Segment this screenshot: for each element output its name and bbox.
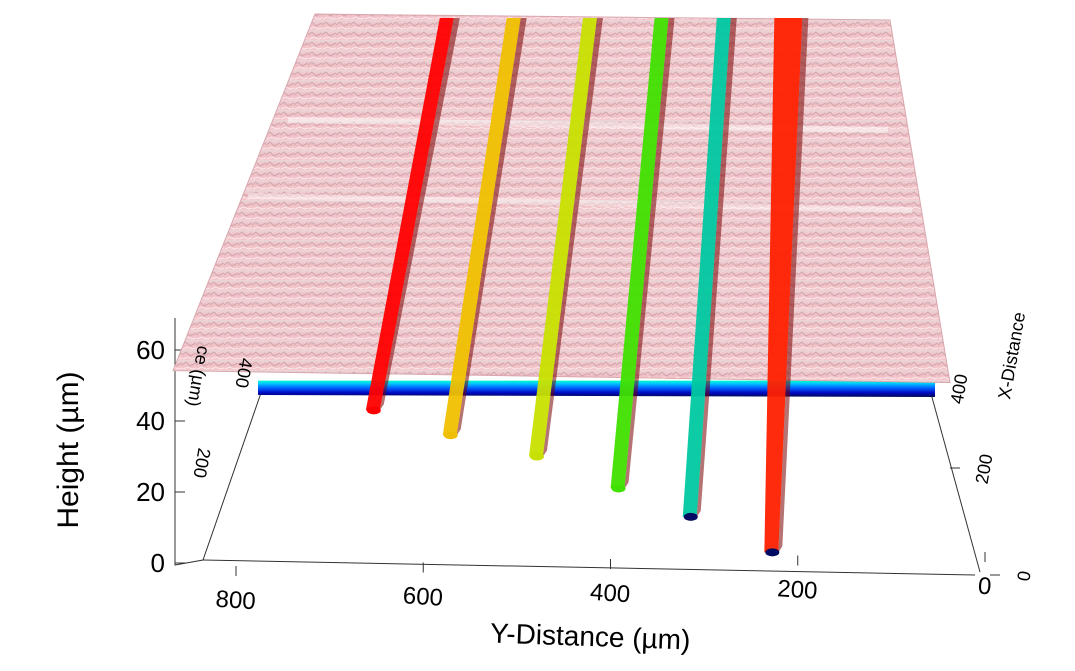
surface-layer [172,13,951,557]
z-tick-label: 40 [136,406,165,436]
z-axis-label: Height (µm) [52,371,85,528]
x-axis-right-line [929,389,981,573]
y-axis-label: Y-Distance (µm) [490,618,691,656]
groove-tip [683,512,698,521]
groove-shadow [778,18,809,553]
z-tick-label: 20 [136,477,165,507]
surface-front-face [258,380,935,397]
groove-shadow [696,18,737,517]
groove-wall [365,18,454,411]
z-axis-frame [174,318,263,566]
x-left-tick-label: 200 [189,447,214,480]
y-tick-label: 200 [777,575,819,605]
groove-shadow [542,18,603,457]
groove-shadow [456,18,527,436]
groove-tip [529,452,544,461]
x-right-tick-label: 0 [1013,569,1034,582]
groove-shadow [624,18,675,489]
groove-wall [764,18,803,553]
groove-tip [366,406,381,415]
groove-wall [528,18,597,457]
z-tick-label: 0 [151,548,165,578]
y-tick-label: 600 [402,582,444,612]
y-tick-label: 400 [589,579,631,609]
y-axis-baseline [202,559,976,576]
groove-shadow [379,18,460,411]
y-tick-label: 800 [215,586,257,616]
x-right-tick-label: 400 [947,372,972,405]
z-tick-label: 60 [136,335,165,365]
groove-tip [611,484,626,493]
x-axis-label-right: X-Distance [994,311,1029,401]
groove-wall [682,18,731,517]
groove-wall [442,18,521,436]
y-tick-label: 0 [977,573,992,601]
surface-highlight-band [247,193,913,213]
x-right-tick-label: 200 [972,452,997,485]
groove-tip [765,548,780,557]
groove-wall [610,18,669,489]
groove-tip [443,431,458,440]
